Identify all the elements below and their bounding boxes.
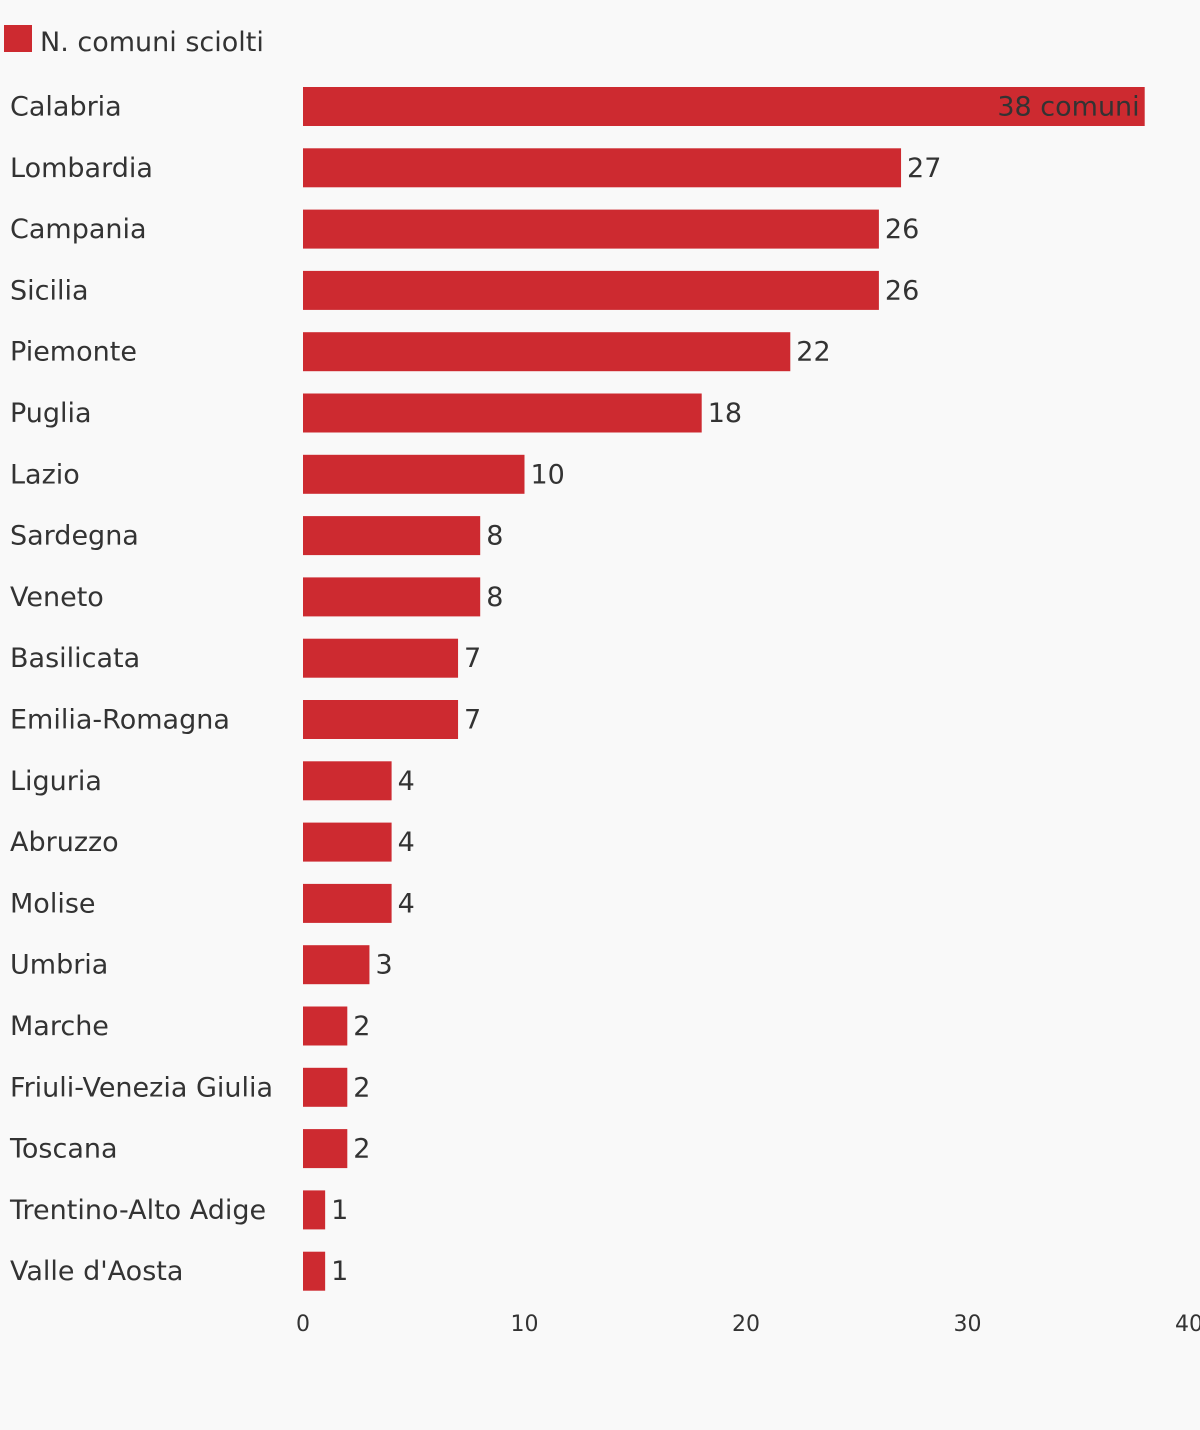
value-label: 38 comuni	[997, 92, 1139, 123]
value-label: 2	[353, 1072, 370, 1103]
value-label: 7	[464, 643, 481, 674]
bar	[303, 209, 879, 249]
bar	[303, 1067, 348, 1107]
value-label: 2	[353, 1134, 370, 1165]
x-tick-label: 30	[954, 1312, 982, 1337]
category-label: Trentino-Alto Adige	[9, 1195, 266, 1226]
bar	[303, 822, 392, 862]
x-axis: 0 10 20 30 40	[296, 1312, 1200, 1337]
category-label: Veneto	[10, 582, 104, 613]
bar	[303, 270, 879, 310]
category-label: Campania	[10, 214, 147, 245]
value-label: 22	[796, 337, 830, 368]
value-label: 3	[375, 950, 392, 981]
category-label: Calabria	[10, 92, 122, 123]
bar	[303, 638, 459, 678]
bar	[303, 393, 702, 433]
category-label: Umbria	[10, 950, 108, 981]
x-tick-label: 40	[1175, 1312, 1200, 1337]
x-tick-label: 0	[296, 1312, 310, 1337]
bars	[303, 87, 1145, 1291]
category-label: Sicilia	[10, 275, 89, 306]
bar	[303, 454, 525, 494]
value-label: 26	[885, 214, 919, 245]
category-label: Lombardia	[10, 153, 153, 184]
bar	[303, 945, 370, 985]
category-labels: Calabria Lombardia Campania Sicilia Piemonte…	[9, 92, 273, 1288]
category-label: Valle d'Aosta	[10, 1256, 183, 1287]
value-label: 1	[331, 1195, 348, 1226]
value-label: 4	[398, 888, 415, 919]
category-label: Puglia	[10, 398, 92, 429]
legend-swatch	[4, 25, 32, 52]
category-label: Abruzzo	[10, 827, 119, 858]
value-label: 27	[907, 153, 941, 184]
bar	[303, 883, 392, 923]
bar	[303, 1190, 326, 1230]
category-label: Liguria	[10, 766, 102, 797]
bar	[303, 1006, 348, 1046]
bar	[303, 148, 902, 188]
category-label: Lazio	[10, 459, 80, 490]
bar	[303, 516, 481, 556]
category-label: Emilia-Romagna	[10, 705, 230, 736]
legend-label: N. comuni sciolti	[40, 27, 264, 58]
value-label: 8	[486, 582, 503, 613]
value-label: 4	[398, 827, 415, 858]
value-label: 8	[486, 521, 503, 552]
value-label: 1	[331, 1256, 348, 1287]
category-label: Basilicata	[10, 643, 140, 674]
bar	[303, 332, 791, 372]
x-tick-label: 20	[732, 1312, 760, 1337]
bar	[303, 1251, 326, 1291]
bar	[303, 577, 481, 617]
bar	[303, 761, 392, 801]
category-label: Piemonte	[10, 337, 137, 368]
category-label: Friuli-Venezia Giulia	[10, 1072, 273, 1103]
category-label: Marche	[10, 1011, 109, 1042]
value-label: 7	[464, 705, 481, 736]
category-label: Sardegna	[10, 521, 139, 552]
x-tick-label: 10	[511, 1312, 539, 1337]
category-label: Molise	[10, 888, 96, 919]
value-label: 10	[531, 459, 565, 490]
bar	[303, 700, 459, 739]
value-label: 4	[398, 766, 415, 797]
category-label: Toscana	[9, 1134, 118, 1165]
bar	[303, 1129, 348, 1169]
value-label: 18	[708, 398, 742, 429]
legend: N. comuni sciolti	[4, 25, 264, 58]
bar	[303, 87, 1145, 126]
value-label: 26	[885, 275, 919, 306]
value-label: 2	[353, 1011, 370, 1042]
